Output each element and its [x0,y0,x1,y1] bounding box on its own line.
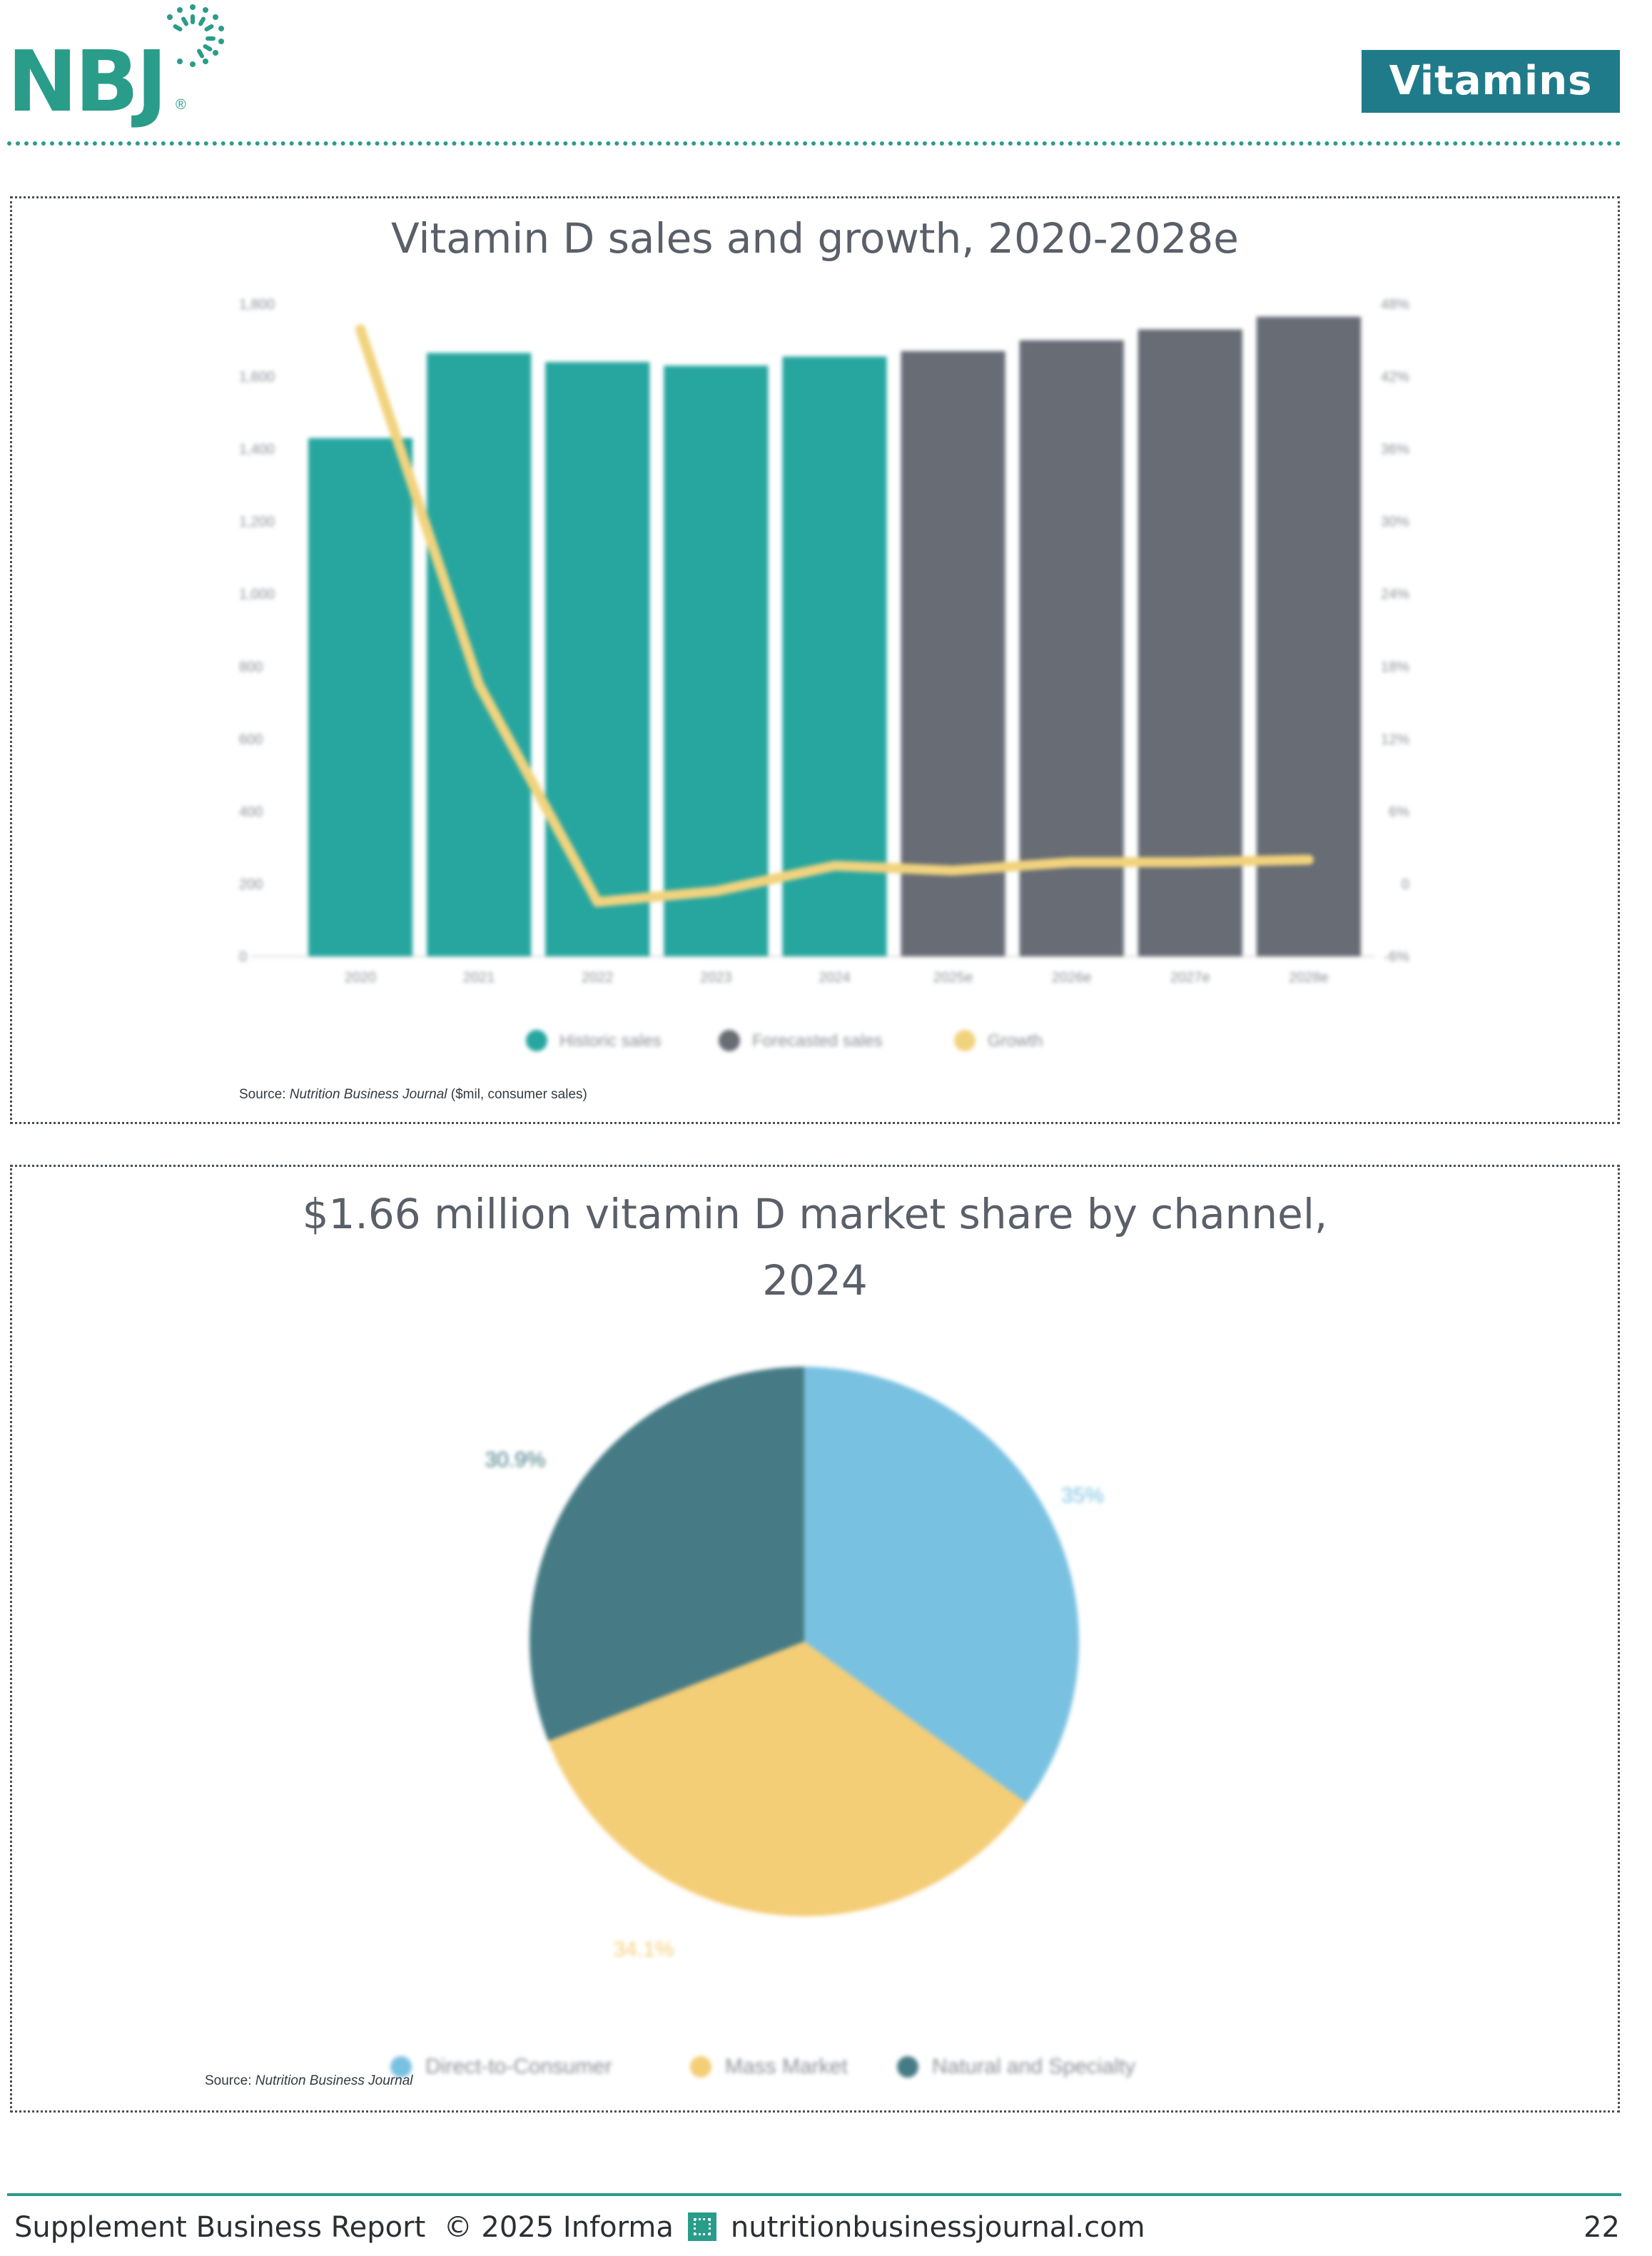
growth-point [476,682,482,688]
growth-point [1305,856,1312,863]
y-tick-label: 400 [239,804,263,820]
y-tick-label: 200 [239,876,263,892]
y2-tick-label: 0 [1402,876,1409,892]
y2-tick-label: 18% [1381,659,1409,675]
y-tick-label: 600 [239,732,263,747]
x-tick-label: 2026e [1052,970,1092,986]
legend-swatch [526,1030,547,1051]
bar-source-publication: Nutrition Business Journal [289,1087,447,1102]
y2-tick-label: 48% [1381,297,1409,313]
bar-chart-source: Source: Nutrition Business Journal ($mil… [239,1087,587,1103]
y2-tick-label: 36% [1381,442,1409,457]
legend-swatch [390,2056,412,2078]
pie-chart-source: Source: Nutrition Business Journal [205,2073,412,2089]
legend-swatch [897,2056,918,2078]
x-tick-label: 2028e [1289,970,1329,986]
legend-label: Mass Market [725,2055,848,2078]
bar [664,365,769,956]
website-icon [687,2212,716,2241]
footer-left: Supplement Business Report © 2025 Inform… [14,2211,1145,2244]
pie-chart-title-line1: $1.66 million vitamin D market share by … [302,1190,1328,1238]
bar-chart-title: Vitamin D sales and growth, 2020-2028e [391,214,1239,263]
growth-point [831,863,838,869]
y-tick-label: 0 [239,949,247,965]
growth-point [1187,859,1193,865]
bar [427,353,532,956]
footer-copyright: Supplement Business Report © 2025 Inform… [14,2211,674,2244]
bar [901,351,1005,956]
pie-chart-panel: $1.66 million vitamin D market share by … [10,1165,1620,2113]
bar-chart-panel: Vitamin D sales and growth, 2020-2028e 0… [10,196,1620,1124]
pie-source-prefix: Source: [205,2073,255,2088]
legend-swatch [690,2056,711,2078]
growth-point [358,326,364,333]
x-tick-label: 2022 [582,970,614,986]
x-tick-label: 2027e [1170,970,1210,986]
bar [782,356,887,956]
pie-chart: 35% 34.1% 30.9% Direct-to-Consumer Mass Mark… [390,1367,1135,2078]
pie-data-label: 35% [1061,1484,1104,1507]
legend-label: Natural and Specialty [932,2055,1135,2078]
y2-tick-label: 6% [1389,804,1409,820]
bar-chart-body: 0 200 400 600 800 1,000 1,200 1,400 1,600 1,800 -6… [239,297,1409,1051]
growth-point [594,899,601,905]
header-divider [7,141,1621,146]
pie-slice [548,1642,1027,1916]
legend-swatch [954,1030,976,1051]
y2-tick-label: -6% [1384,949,1409,965]
page-number: 22 [1583,2211,1620,2244]
bar-source-suffix: ($mil, consumer sales) [447,1087,587,1102]
pie-chart-title-line2: 2024 [762,1255,868,1305]
legend-label: Direct-to-Consumer [425,2055,612,2078]
logo-registered-mark: ® [176,97,186,113]
bar [1019,340,1124,956]
x-tick-label: 2023 [700,970,732,986]
growth-point [950,867,956,874]
growth-point [1068,859,1075,865]
pie-source-publication: Nutrition Business Journal [255,2073,413,2088]
section-tag: Vitamins [1362,50,1620,113]
y-tick-label: 1,200 [239,515,275,530]
page-header: NBJ ® Vitamins [0,0,1652,146]
bar-chart: 0 200 400 600 800 1,000 1,200 1,400 1,600 1,800 -6… [239,297,1409,1051]
pie-chart-title: $1.66 million vitamin D market share by … [12,1181,1618,1314]
x-tick-label: 2021 [463,970,495,986]
pie-data-label: 30.9% [485,1448,545,1472]
logo-wordmark: NBJ [7,32,168,131]
legend-swatch [719,1030,740,1051]
y2-tick-label: 30% [1381,515,1409,530]
y-tick-label: 1,000 [239,587,275,602]
nbj-logo: NBJ ® [7,0,235,125]
bar [1256,316,1362,956]
bar [308,437,413,956]
y2-tick-label: 24% [1381,587,1409,602]
footer-divider [7,2193,1621,2196]
footer-website-link[interactable]: nutritionbusinessjournal.com [730,2211,1145,2244]
y2-tick-label: 12% [1381,732,1409,747]
y-tick-label: 800 [239,659,263,675]
bar [545,362,650,956]
y2-tick-label: 42% [1381,370,1409,385]
pie-slice [529,1367,804,1741]
y-tick-label: 1,800 [239,297,275,313]
bar-source-prefix: Source: [239,1087,290,1102]
page-footer: Supplement Business Report © 2025 Inform… [14,2211,1620,2254]
growth-point [713,888,719,894]
x-tick-label: 2024 [819,970,851,986]
y-tick-label: 1,600 [239,370,275,385]
sunburst-icon [167,4,224,67]
legend-label: Forecasted sales [752,1031,883,1051]
bar [1137,329,1242,956]
x-tick-label: 2025e [933,970,973,986]
pie-data-label: 34.1% [613,1938,674,1961]
legend-label: Growth [988,1031,1043,1051]
y-tick-label: 1,400 [239,442,275,457]
pie-slice [804,1367,1079,1804]
pie-chart-body: 35% 34.1% 30.9% Direct-to-Consumer Mass Mark… [390,1367,1135,2078]
x-tick-label: 2020 [345,970,377,986]
legend-label: Historic sales [559,1031,662,1051]
